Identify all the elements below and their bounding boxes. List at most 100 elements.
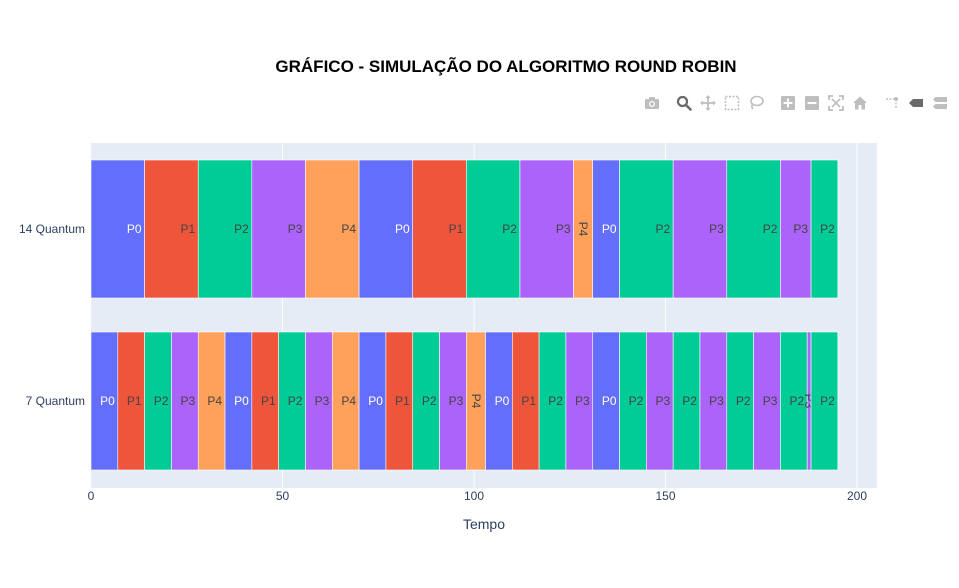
bar-segment[interactable] [224,331,253,471]
bar-label: P3 [181,394,196,408]
bar-label: P3 [315,394,330,408]
hover-compare-icon[interactable] [928,92,952,114]
bar-label: P3 [449,394,464,408]
camera-icon[interactable] [640,92,664,114]
bar-segment[interactable] [810,331,839,471]
x-tick-label: 50 [276,489,290,503]
bar-segment[interactable] [197,159,253,299]
bar-segment[interactable] [305,159,360,299]
bar-label: P2 [288,394,303,408]
bar-segment[interactable] [251,159,306,299]
bar-label: P0 [602,222,617,236]
bar-segment[interactable] [485,331,513,471]
bar-label: P1 [395,394,410,408]
bar-segment[interactable] [117,331,145,471]
bars-layer: P0 P1 P2 P3 P4 P0 P1 P2 P3 P4 P0 P2 P3 P2 P3 P2 P0 P1 P2 P3… [90,159,839,471]
bar-label: P3 [763,394,778,408]
y-tick-label: 7 Quantum [26,394,85,408]
hover-closest-icon[interactable] [904,92,928,114]
bar-label: P1 [261,394,276,408]
zoom-in-icon[interactable] [776,92,800,114]
bar-segment[interactable] [672,331,701,471]
bar-label: P2 [820,222,835,236]
bar-label: P2 [820,394,835,408]
bar-segment[interactable] [466,159,521,299]
bar-label: P4 [341,222,356,236]
bar-segment[interactable] [592,159,620,299]
modebar-group-export [640,92,664,114]
bar-label: P1 [449,222,464,236]
bar-label: P2 [682,394,697,408]
bar-label: P2 [502,222,517,236]
bar-segment[interactable] [565,331,594,471]
bar-segment[interactable] [672,159,728,299]
bar-segment[interactable] [144,331,172,471]
bar-label: P0 [368,394,383,408]
zoom-out-icon[interactable] [800,92,824,114]
bar-segment[interactable] [412,159,467,299]
bar-label: P2 [655,222,670,236]
bar-segment[interactable] [331,331,360,471]
modebar [640,92,959,114]
reset-axes-icon[interactable] [848,92,872,114]
modebar-group-drag [672,92,768,114]
bar-segment[interactable] [538,331,567,471]
bar-label: P0 [602,394,617,408]
bar-label: P3 [575,394,590,408]
bar-label: P2 [790,394,805,408]
bar-label: P3 [709,222,724,236]
zoom-icon[interactable] [672,92,696,114]
spike-lines-icon[interactable] [880,92,904,114]
bar-label: P3 [556,222,571,236]
bar-segment[interactable] [619,159,674,299]
bar-label: P2 [629,394,644,408]
modebar-group-hover [880,92,952,114]
bar-segment[interactable] [251,331,279,471]
x-tick-label: 150 [655,489,675,503]
box-select-icon[interactable] [720,92,744,114]
pan-icon[interactable] [696,92,720,114]
bar-label: P2 [234,222,249,236]
bar-label: P2 [422,394,437,408]
bar-label: P3 [793,222,808,236]
bar-label: P2 [548,394,563,408]
bar-label: P0 [395,222,410,236]
bar-label: P1 [181,222,196,236]
bar-label: P3 [655,394,670,408]
bar-segment[interactable] [619,331,647,471]
bar-segment[interactable] [780,159,812,299]
bar-label: P2 [763,222,778,236]
bar-segment[interactable] [511,331,540,471]
bar-segment[interactable] [519,159,574,299]
bar-segment[interactable] [699,331,728,471]
bar-segment[interactable] [592,331,620,471]
bar-segment[interactable] [90,331,119,471]
bar-label: P4 [469,394,483,409]
bar-segment[interactable] [358,159,414,299]
bar-segment[interactable] [810,159,839,299]
lasso-select-icon[interactable] [744,92,768,114]
y-axis-ticks: 7 Quantum 14 Quantum [19,222,85,408]
bar-segment[interactable] [439,331,467,471]
bar-segment[interactable] [412,331,440,471]
x-axis-title: Tempo [463,516,505,532]
bar-segment[interactable] [305,331,333,471]
x-axis-ticks: 0 50 100 150 200 [88,489,868,503]
bar-segment[interactable] [646,331,674,471]
bar-label: P2 [736,394,751,408]
modebar-group-zoom [776,92,872,114]
bar-segment[interactable] [144,159,199,299]
bar-segment[interactable] [385,331,414,471]
bar-label: P4 [207,394,222,408]
bar-segment[interactable] [90,159,145,299]
y-tick-label: 14 Quantum [19,222,85,236]
bar-label: P3 [709,394,724,408]
bar-label: P0 [234,394,249,408]
chart-title: GRÁFICO - SIMULAÇÃO DO ALGORITMO ROUND R… [275,56,736,76]
bar-label: P4 [576,222,590,237]
bar-label: P1 [127,394,142,408]
bar-segment[interactable] [726,159,781,299]
autoscale-icon[interactable] [824,92,848,114]
bar-label: P0 [495,394,510,408]
bar-label: P0 [100,394,115,408]
